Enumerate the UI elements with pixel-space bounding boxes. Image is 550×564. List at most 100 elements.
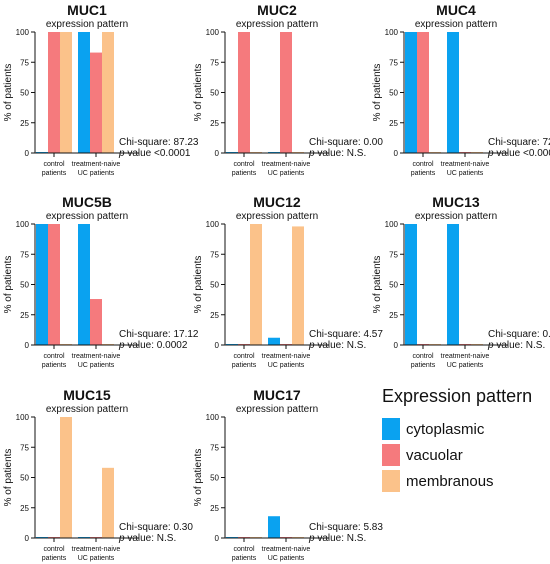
bar-cytoplasmic-uc: [447, 224, 459, 345]
bar-vacuolar-uc: [90, 299, 102, 345]
y-tick-label: 50: [389, 281, 398, 290]
stat-chi-square: Chi-square: 0.30: [119, 522, 193, 533]
bar-vacuolar-uc: [90, 52, 102, 153]
x-tick-label: treatment-naive: [72, 546, 121, 553]
x-tick-label: UC patients: [78, 555, 115, 562]
chart-subtitle: expression pattern: [236, 19, 318, 30]
x-tick-label: treatment-naive: [262, 161, 311, 168]
chart-title: MUC17: [253, 387, 301, 403]
x-tick-label: UC patients: [78, 362, 115, 369]
stat-p-value: p value: N.S.: [118, 533, 176, 544]
stat-chi-square: Chi-square: 4.57: [309, 329, 383, 340]
y-tick-label: 0: [215, 149, 220, 158]
y-tick-label: 0: [25, 534, 30, 543]
x-tick-label: control: [233, 546, 254, 553]
legend-label-vacuolar: vacuolar: [406, 446, 463, 464]
chart-title: MUC12: [253, 194, 301, 210]
x-tick-label: control: [233, 353, 254, 360]
bar-membranous-control: [60, 417, 72, 538]
y-tick-label: 50: [210, 89, 219, 98]
x-tick-label: patients: [232, 555, 257, 562]
stat-p-value: p value: N.S.: [308, 533, 366, 544]
bar-vacuolar-control: [417, 32, 429, 153]
x-tick-label: control: [412, 353, 433, 360]
stat-chi-square: Chi-square: 0.00: [488, 329, 550, 340]
y-axis-label: % of patients: [372, 64, 383, 122]
x-tick-label: UC patients: [268, 170, 305, 177]
bar-vacuolar-control: [48, 32, 60, 153]
bar-cytoplasmic-uc: [78, 32, 90, 153]
y-tick-label: 50: [20, 474, 29, 483]
y-tick-label: 0: [394, 341, 399, 350]
y-tick-label: 25: [210, 504, 219, 513]
y-tick-label: 100: [385, 28, 399, 37]
bar-membranous-uc: [292, 226, 304, 345]
y-tick-label: 100: [16, 28, 30, 37]
chart-title: MUC2: [257, 2, 297, 18]
y-tick-label: 25: [20, 504, 29, 513]
stat-chi-square: Chi-square: 0.00: [309, 137, 383, 148]
x-tick-label: treatment-naive: [72, 353, 121, 360]
y-axis-label: % of patients: [3, 64, 14, 122]
y-tick-label: 100: [206, 28, 220, 37]
x-tick-label: patients: [411, 362, 436, 369]
legend-swatch-membranous: [382, 470, 400, 492]
chart-subtitle: expression pattern: [415, 211, 497, 222]
y-axis-label: % of patients: [372, 256, 383, 314]
y-tick-label: 0: [25, 341, 30, 350]
y-tick-label: 25: [389, 311, 398, 320]
y-tick-label: 75: [210, 250, 219, 259]
chart-title: MUC13: [432, 194, 480, 210]
y-tick-label: 0: [215, 341, 220, 350]
legend-label-cytoplasmic: cytoplasmic: [406, 420, 485, 438]
stat-chi-square: Chi-square: 5.83: [309, 522, 383, 533]
chart-subtitle: expression pattern: [46, 19, 128, 30]
y-tick-label: 75: [389, 58, 398, 67]
bar-vacuolar-uc: [280, 32, 292, 153]
y-axis-label: % of patients: [193, 449, 204, 507]
chart-subtitle: expression pattern: [236, 211, 318, 222]
legend-item-membranous: membranous: [382, 469, 550, 493]
stat-p-value: p value: N.S.: [487, 340, 545, 351]
y-tick-label: 100: [16, 413, 30, 422]
legend-swatch-vacuolar: [382, 444, 400, 466]
x-tick-label: patients: [42, 362, 67, 369]
chart-title: MUC4: [436, 2, 476, 18]
legend-item-cytoplasmic: cytoplasmic: [382, 417, 550, 441]
x-tick-label: UC patients: [447, 362, 484, 369]
y-tick-label: 0: [394, 149, 399, 158]
x-tick-label: treatment-naive: [441, 353, 490, 360]
stat-p-value: p value <0.0001: [118, 148, 191, 159]
x-tick-label: control: [43, 353, 64, 360]
chart-subtitle: expression pattern: [46, 211, 128, 222]
y-axis-label: % of patients: [3, 449, 14, 507]
bar-cytoplasmic-uc: [268, 337, 280, 345]
bar-membranous-uc: [102, 32, 114, 153]
x-tick-label: patients: [232, 170, 257, 177]
bar-cytoplasmic-control: [405, 224, 417, 345]
x-tick-label: patients: [232, 362, 257, 369]
bar-cytoplasmic-control: [36, 224, 48, 345]
y-tick-label: 25: [210, 119, 219, 128]
y-tick-label: 0: [215, 534, 220, 543]
legend-title: Expression pattern: [382, 386, 533, 406]
y-tick-label: 75: [389, 250, 398, 259]
y-tick-label: 50: [210, 281, 219, 290]
bar-vacuolar-control: [48, 224, 60, 345]
x-tick-label: UC patients: [268, 555, 305, 562]
x-tick-label: patients: [42, 170, 67, 177]
chart-title: MUC1: [67, 2, 107, 18]
y-tick-label: 50: [389, 89, 398, 98]
y-tick-label: 75: [20, 58, 29, 67]
stat-p-value: p value: 0.0002: [118, 340, 188, 351]
chart-title: MUC15: [63, 387, 111, 403]
x-tick-label: control: [43, 546, 64, 553]
y-axis-label: % of patients: [193, 256, 204, 314]
chart-subtitle: expression pattern: [46, 404, 128, 415]
